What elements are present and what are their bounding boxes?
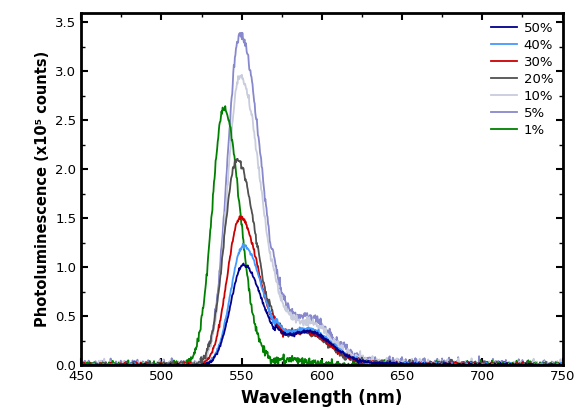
Line: 5%: 5% (81, 33, 563, 365)
20% (78, 363, 85, 368)
1% (130, 361, 137, 366)
20% (441, 362, 448, 368)
20% (284, 331, 291, 336)
40% (559, 362, 566, 368)
1% (284, 355, 291, 360)
10% (494, 363, 501, 368)
5% (238, 30, 245, 35)
40% (203, 360, 210, 365)
40% (78, 363, 85, 368)
30% (204, 358, 211, 363)
50% (203, 361, 210, 366)
40% (421, 362, 428, 367)
40% (130, 362, 137, 368)
20% (203, 349, 210, 354)
10% (130, 359, 137, 364)
20% (559, 360, 566, 365)
1% (222, 104, 229, 109)
50% (494, 363, 501, 368)
50% (441, 362, 448, 368)
5% (78, 363, 85, 368)
5% (494, 362, 501, 367)
20% (234, 156, 241, 161)
30% (78, 361, 85, 366)
40% (494, 362, 501, 367)
Line: 10%: 10% (81, 75, 563, 365)
50% (284, 332, 291, 337)
5% (203, 352, 210, 357)
20% (494, 361, 501, 366)
5% (284, 304, 291, 309)
50% (421, 362, 428, 367)
1% (78, 363, 85, 368)
40% (284, 331, 291, 336)
1% (441, 363, 448, 368)
30% (130, 363, 137, 368)
Legend: 50%, 40%, 30%, 20%, 10%, 5%, 1%: 50%, 40%, 30%, 20%, 10%, 5%, 1% (488, 19, 556, 139)
10% (422, 362, 429, 367)
50% (240, 261, 247, 266)
1% (203, 272, 210, 277)
X-axis label: Wavelength (nm): Wavelength (nm) (241, 389, 403, 407)
50% (130, 362, 137, 367)
30% (284, 329, 291, 334)
30% (559, 362, 566, 367)
10% (559, 363, 566, 368)
5% (130, 363, 137, 368)
Line: 1%: 1% (81, 106, 563, 365)
30% (441, 362, 448, 368)
40% (441, 363, 448, 368)
20% (130, 361, 137, 366)
Line: 20%: 20% (81, 159, 563, 365)
10% (441, 362, 448, 368)
Line: 50%: 50% (81, 263, 563, 365)
10% (238, 72, 245, 77)
Line: 30%: 30% (81, 216, 563, 365)
10% (284, 309, 291, 314)
1% (559, 360, 566, 365)
Line: 40%: 40% (81, 244, 563, 365)
10% (204, 355, 211, 360)
40% (240, 241, 246, 246)
50% (559, 362, 566, 368)
1% (421, 361, 428, 366)
20% (421, 363, 428, 368)
30% (494, 362, 501, 367)
1% (494, 363, 501, 368)
Y-axis label: Photoluminescence (x10⁵ counts): Photoluminescence (x10⁵ counts) (35, 51, 50, 327)
5% (559, 363, 566, 368)
50% (78, 363, 85, 368)
5% (421, 356, 428, 361)
10% (78, 363, 85, 368)
30% (79, 363, 86, 368)
10% (78, 362, 85, 367)
30% (422, 361, 429, 366)
5% (441, 358, 448, 363)
30% (236, 214, 243, 219)
